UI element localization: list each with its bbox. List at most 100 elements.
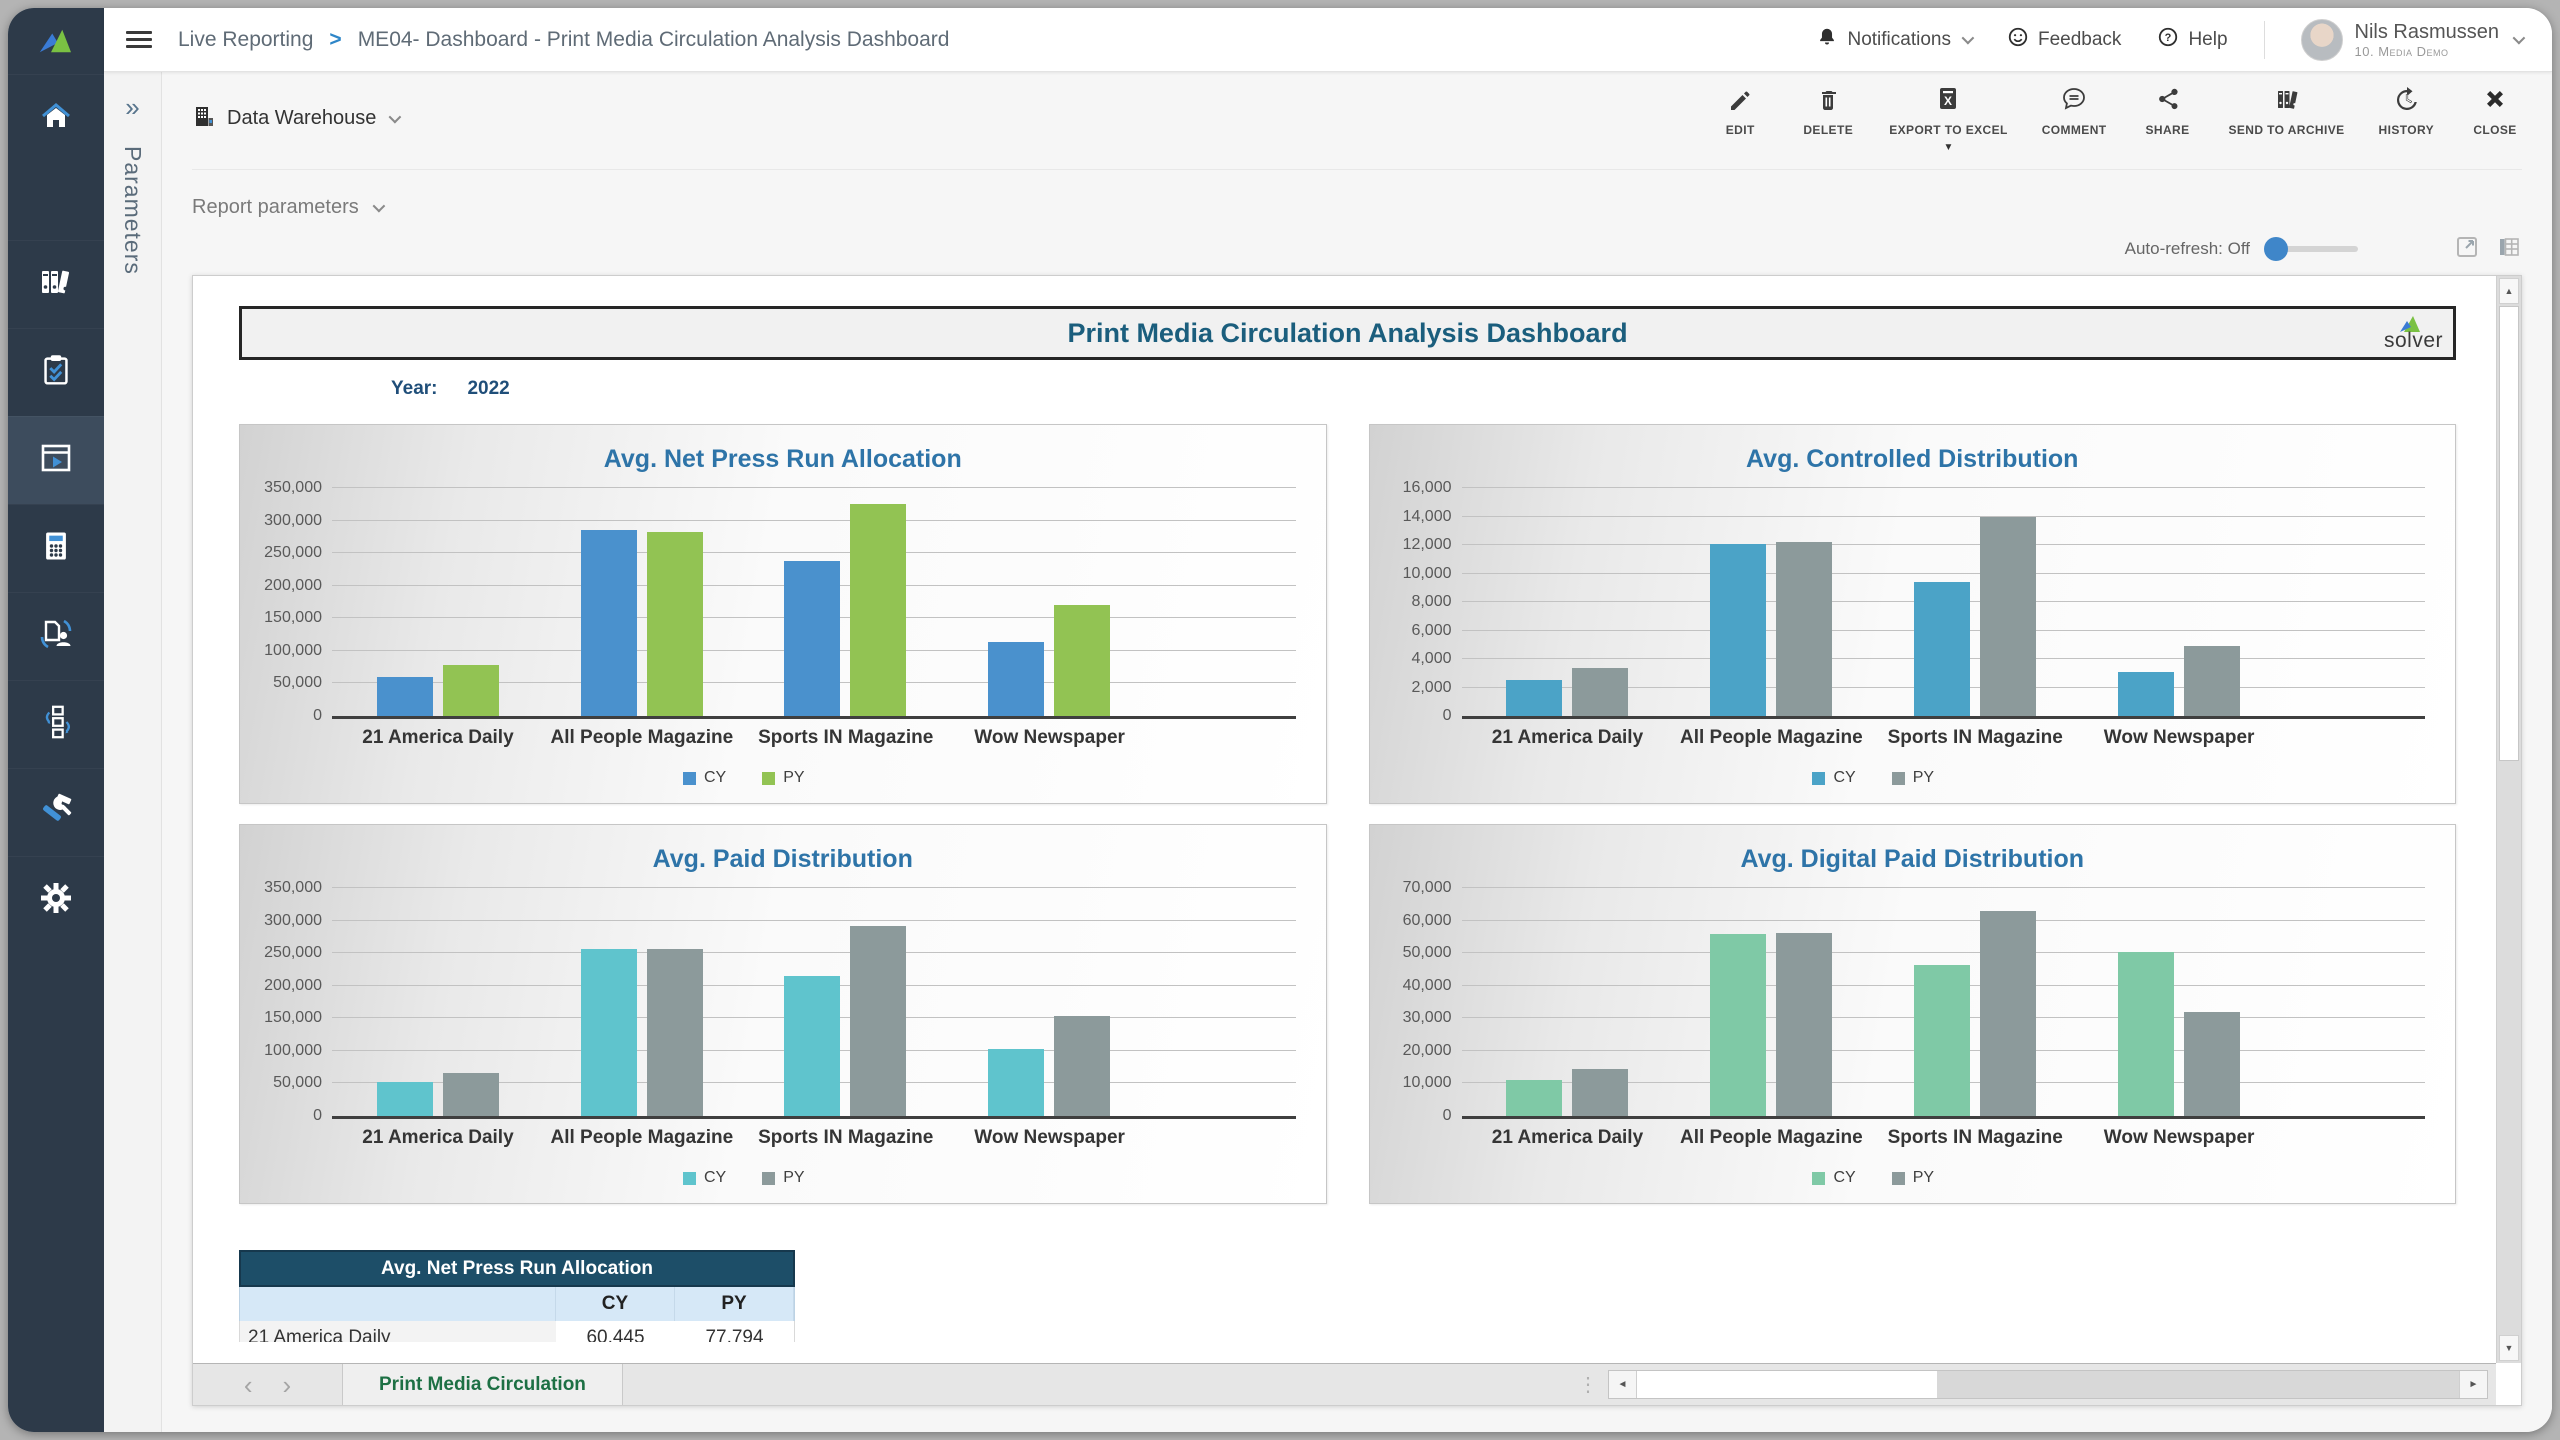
auto-refresh-slider[interactable] xyxy=(2264,237,2358,261)
open-in-window-icon[interactable] xyxy=(2454,234,2480,265)
x-axis-category-label: Wow Newspaper xyxy=(974,727,1125,748)
bar-cy xyxy=(580,530,637,716)
chart-plot: 0 2,000 4,000 6,000 8,000 10,000 12,000 14,000 1… xyxy=(1370,479,2456,724)
horizontal-scrollbar[interactable]: ◄ ► xyxy=(1608,1370,2488,1399)
previous-sheet-icon[interactable]: ‹ xyxy=(243,1369,253,1400)
bar-group xyxy=(947,888,1151,1116)
y-axis-tick-label: 350,000 xyxy=(264,479,322,496)
vertical-scrollbar[interactable]: ▲ ▼ xyxy=(2496,276,2521,1363)
x-axis-line xyxy=(332,1116,1296,1119)
bar-cy xyxy=(580,948,637,1116)
sidebar-item-live-reporting[interactable] xyxy=(8,416,104,504)
svg-text:X: X xyxy=(1944,94,1952,108)
bar-py xyxy=(1054,605,1111,716)
legend-swatch-icon xyxy=(1891,1171,1905,1185)
x-axis-category-label: Wow Newspaper xyxy=(2103,1127,2255,1148)
sidebar-item-administration[interactable] xyxy=(8,768,104,856)
scrollbar-grip-icon: ⋮ xyxy=(1578,1374,1598,1396)
legend-item-py: PY xyxy=(762,1169,805,1187)
x-axis-category-label: All People Magazine xyxy=(1680,1127,1863,1148)
scroll-down-icon[interactable]: ▼ xyxy=(2499,1335,2519,1361)
sidebar-item-budgeting[interactable] xyxy=(8,504,104,592)
auto-refresh-row: Auto-refresh: Off xyxy=(192,233,2522,265)
bar-py xyxy=(1054,1016,1111,1116)
bar-cy xyxy=(1506,1080,1563,1116)
y-axis-tick-label: 0 xyxy=(313,707,322,724)
hamburger-menu-icon[interactable] xyxy=(126,27,152,52)
breadcrumb-page-title: ME04- Dashboard - Print Media Circulatio… xyxy=(357,27,950,51)
gridline xyxy=(1461,544,2425,545)
expand-parameters-icon[interactable]: » xyxy=(125,92,140,122)
vertical-scrollbar-track[interactable] xyxy=(2497,761,2521,1333)
y-axis-tick-label: 60,000 xyxy=(1402,911,1452,929)
x-axis-line xyxy=(332,716,1296,719)
next-sheet-icon[interactable]: › xyxy=(282,1369,292,1400)
breadcrumb-section[interactable]: Live Reporting xyxy=(178,27,314,51)
report-parameters-toggle[interactable]: Report parameters xyxy=(192,196,386,219)
table-view-icon[interactable] xyxy=(2496,234,2522,265)
scroll-up-icon[interactable]: ▲ xyxy=(2499,278,2519,304)
data-source-dropdown[interactable]: Data Warehouse xyxy=(192,104,402,133)
vertical-scrollbar-thumb[interactable] xyxy=(2499,306,2519,761)
sheet-tab-print-media-circulation[interactable]: Print Media Circulation xyxy=(343,1364,623,1405)
chart-title: Avg. Paid Distribution xyxy=(652,845,913,873)
y-axis-tick-label: 10,000 xyxy=(1402,1074,1452,1092)
live-reporting-icon xyxy=(36,438,76,483)
breadcrumb-separator-icon: > xyxy=(329,27,342,51)
y-axis-tick-label: 30,000 xyxy=(1402,1009,1452,1027)
sheet-tab-bar: ‹ › Print Media Circulation ⋮ ◄ ► xyxy=(193,1363,2496,1405)
summary-col-cy: CY xyxy=(556,1287,675,1321)
chart-title: Avg. Net Press Run Allocation xyxy=(603,445,962,473)
x-axis-category-label: 21 America Daily xyxy=(362,727,514,748)
comment-button[interactable]: COMMENT xyxy=(2042,86,2107,137)
user-menu[interactable]: Nils Rasmussen 10. Media Demo xyxy=(2300,18,2526,61)
scroll-left-icon[interactable]: ◄ xyxy=(1609,1371,1637,1398)
gridline xyxy=(1461,919,2425,921)
feedback-label: Feedback xyxy=(2037,28,2122,50)
bar-group xyxy=(336,888,540,1116)
edit-button[interactable]: EDIT xyxy=(1713,86,1767,137)
delete-button[interactable]: DELETE xyxy=(1801,86,1855,137)
sidebar-item-archive[interactable] xyxy=(8,240,104,328)
calculator-icon xyxy=(38,526,74,571)
chevron-down-icon xyxy=(2512,31,2526,45)
sidebar-item-process[interactable] xyxy=(8,680,104,768)
bar-group xyxy=(1466,888,1670,1116)
x-axis-category-label: All People Magazine xyxy=(1680,727,1863,748)
scroll-right-icon[interactable]: ► xyxy=(2459,1371,2487,1398)
help-button[interactable]: ? Help xyxy=(2157,26,2228,54)
y-axis-tick-label: 300,000 xyxy=(264,511,322,529)
horizontal-scrollbar-thumb[interactable] xyxy=(1637,1371,1937,1398)
binders-icon xyxy=(36,262,76,307)
notifications-button[interactable]: Notifications xyxy=(1816,26,1975,54)
export-to-excel-button[interactable]: X EXPORT TO EXCEL ▼ xyxy=(1889,86,2007,153)
sidebar-item-settings[interactable] xyxy=(8,856,104,944)
horizontal-scrollbar-track[interactable] xyxy=(1937,1371,2459,1398)
y-axis-tick-label: 16,000 xyxy=(1402,479,1452,496)
x-axis-line xyxy=(1461,716,2425,719)
bar-group xyxy=(1669,888,1873,1116)
bar-py xyxy=(1979,516,2036,716)
bar-cy xyxy=(376,676,433,716)
bar-group xyxy=(947,488,1151,716)
bell-icon xyxy=(1816,26,1838,54)
legend-item-cy: CY xyxy=(682,1169,726,1187)
y-axis-tick-label: 8,000 xyxy=(1411,593,1452,610)
feedback-button[interactable]: Feedback xyxy=(2007,26,2121,54)
close-icon xyxy=(2482,86,2508,117)
y-axis-tick-label: 0 xyxy=(1442,1107,1452,1124)
sidebar-item-home[interactable] xyxy=(8,74,104,162)
history-button[interactable]: HISTORY xyxy=(2379,86,2434,137)
bar-cy xyxy=(988,642,1045,716)
summary-col-py: PY xyxy=(675,1287,794,1321)
solver-logo-icon[interactable] xyxy=(8,8,104,74)
chart-plot: 0 50,000 100,000 150,000 200,000 250,000 300,0… xyxy=(240,479,1326,724)
close-button[interactable]: CLOSE xyxy=(2468,86,2522,137)
sidebar-item-collaboration[interactable] xyxy=(8,592,104,680)
send-to-archive-button[interactable]: SEND TO ARCHIVE xyxy=(2229,86,2345,137)
legend-item-cy: CY xyxy=(682,769,726,787)
slider-knob[interactable] xyxy=(2264,237,2288,261)
share-button[interactable]: SHARE xyxy=(2141,86,2195,137)
sidebar-item-assignments[interactable] xyxy=(8,328,104,416)
tools-icon xyxy=(36,790,76,835)
